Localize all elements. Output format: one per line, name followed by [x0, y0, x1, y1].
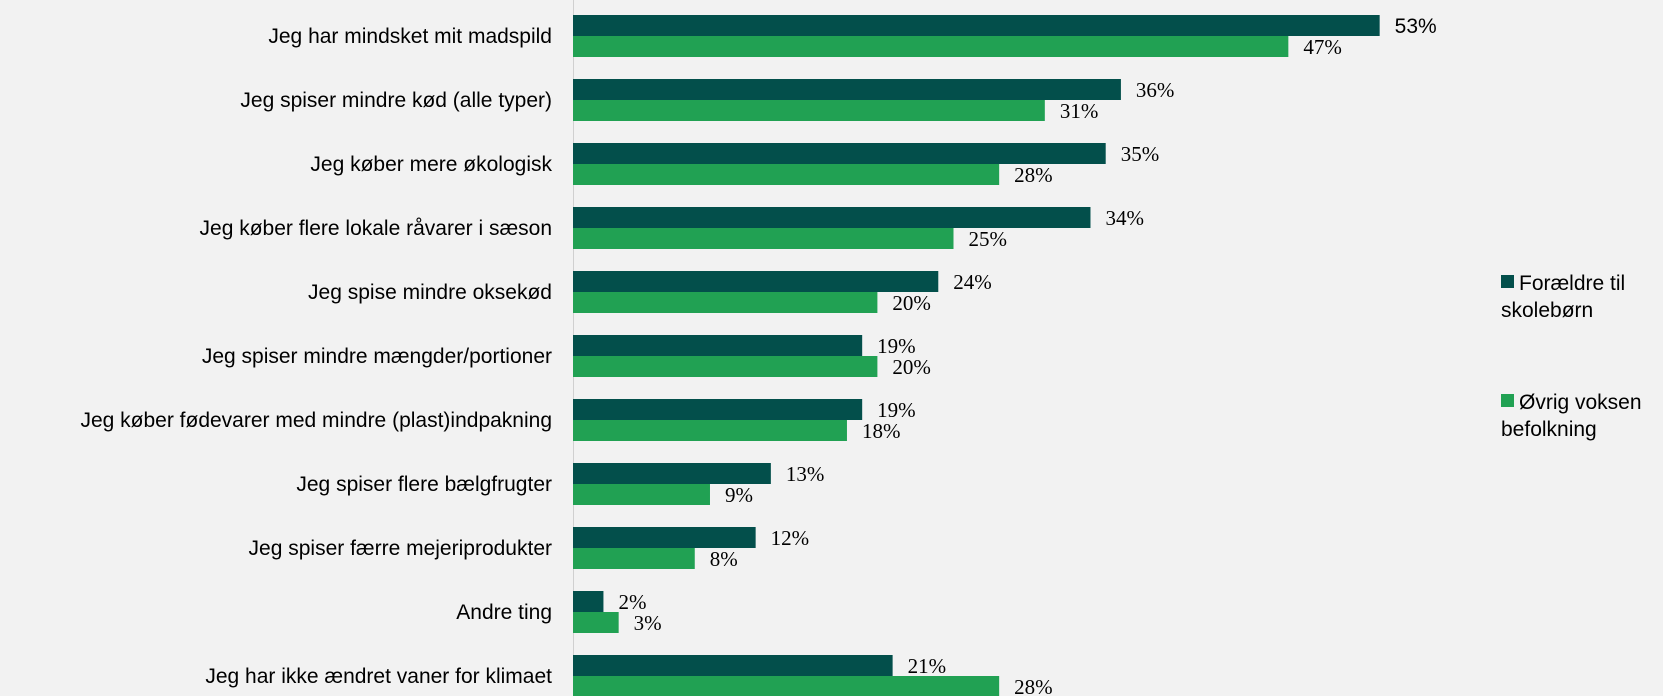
category-label: Andre ting	[456, 601, 552, 624]
category-label: Jeg spiser mindre mængder/portioner	[202, 345, 552, 368]
data-label: 19%	[877, 334, 916, 358]
bar-other-adults	[573, 612, 619, 633]
bar-parents	[573, 335, 863, 356]
bar-other-adults	[573, 100, 1045, 121]
legend-label: Øvrig voksen	[1519, 391, 1642, 414]
category-label: Jeg køber mere økologisk	[310, 153, 552, 176]
bar-parents	[573, 15, 1380, 36]
data-label: 18%	[862, 419, 901, 443]
data-label: 31%	[1060, 99, 1099, 123]
bar-parents	[573, 79, 1121, 100]
legend-label: Forældre til	[1519, 272, 1625, 295]
category-label: Jeg spiser mindre kød (alle typer)	[240, 89, 552, 112]
legend-label: skolebørn	[1501, 299, 1593, 322]
bar-other-adults	[573, 36, 1289, 57]
bar-parents	[573, 143, 1106, 164]
data-label: 12%	[771, 526, 810, 550]
data-label: 24%	[953, 270, 992, 294]
bar-parents	[573, 463, 771, 484]
data-label: 13%	[786, 462, 825, 486]
bar-other-adults	[573, 484, 710, 505]
category-label: Jeg har ikke ændret vaner for klimaet	[205, 665, 552, 688]
data-label: 9%	[725, 483, 753, 507]
data-label: 8%	[710, 547, 738, 571]
data-label: 20%	[892, 291, 931, 315]
category-label: Jeg køber fødevarer med mindre (plast)in…	[80, 409, 552, 432]
bar-parents	[573, 527, 756, 548]
data-label: 19%	[877, 398, 916, 422]
data-label: 20%	[892, 355, 931, 379]
category-label: Jeg spiser flere bælgfrugter	[296, 473, 552, 496]
legend-swatch	[1501, 394, 1514, 407]
data-label: 35%	[1121, 142, 1160, 166]
category-label: Jeg spiser færre mejeriprodukter	[249, 537, 552, 560]
legend-label: befolkning	[1501, 418, 1597, 441]
legend-swatch	[1501, 275, 1514, 288]
bar-other-adults	[573, 164, 1000, 185]
data-label: 2%	[618, 590, 646, 614]
bar-parents	[573, 271, 939, 292]
data-label: 47%	[1303, 35, 1342, 59]
data-label: 36%	[1136, 78, 1175, 102]
bar-other-adults	[573, 292, 878, 313]
data-label: 28%	[1014, 675, 1052, 696]
data-label: 28%	[1014, 163, 1052, 187]
category-label: Jeg køber flere lokale råvarer i sæson	[200, 217, 552, 240]
data-label: 21%	[908, 654, 947, 678]
bar-parents	[573, 207, 1091, 228]
bar-parents	[573, 399, 863, 420]
bar-other-adults	[573, 676, 1000, 696]
data-label: 3%	[634, 611, 662, 635]
bar-other-adults	[573, 548, 695, 569]
bar-other-adults	[573, 356, 878, 377]
bar-other-adults	[573, 228, 954, 249]
data-label: 34%	[1105, 206, 1144, 230]
category-label: Jeg har mindsket mit madspild	[268, 25, 552, 48]
category-label: Jeg spise mindre oksekød	[308, 281, 552, 304]
bar-parents	[573, 591, 604, 612]
data-label: 53%	[1395, 15, 1437, 38]
bar-parents	[573, 655, 893, 676]
bar-other-adults	[573, 420, 847, 441]
data-label: 25%	[969, 227, 1008, 251]
